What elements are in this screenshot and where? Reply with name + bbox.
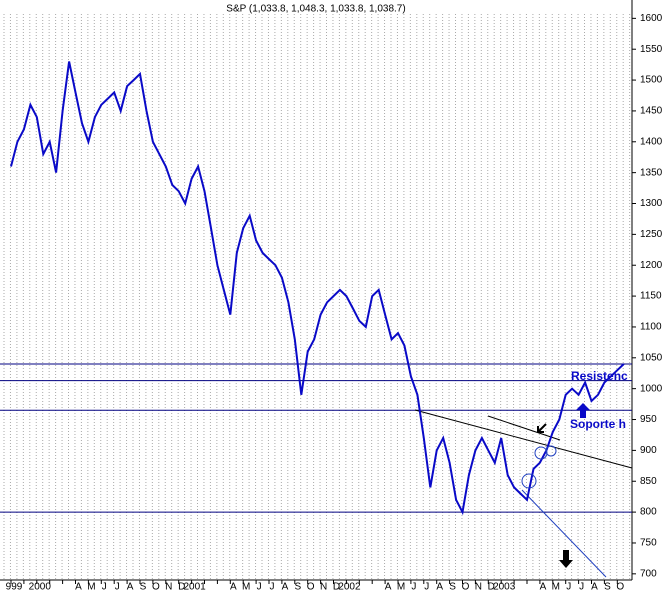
- x-tick-label: J: [270, 582, 275, 592]
- y-tick-label: 1400: [640, 136, 663, 147]
- x-tick-label: M: [397, 582, 405, 592]
- y-tick-label: 850: [640, 476, 657, 487]
- x-tick-label: N: [165, 582, 172, 592]
- x-tick-label: S: [140, 582, 147, 592]
- x-tick-label: S: [449, 582, 456, 592]
- grid: [3, 14, 631, 580]
- x-tick-label: J: [424, 582, 429, 592]
- arrow: [559, 550, 573, 568]
- chart-title: S&P (1,033.8, 1,048.3, 1,033.8, 1,038.7): [226, 4, 405, 15]
- y-tick-label: 1450: [640, 106, 663, 117]
- x-tick-label: O: [152, 582, 160, 592]
- y-tick-label: 1250: [640, 229, 663, 240]
- y-tick-label: 950: [640, 414, 657, 425]
- x-tick-label: J: [579, 582, 584, 592]
- x-tick-label: 2003: [493, 582, 516, 592]
- x-tick-label: J: [102, 582, 107, 592]
- trend-line: [414, 409, 633, 469]
- x-tick-label: J: [115, 582, 120, 592]
- x-tick-label: 2001: [183, 582, 206, 592]
- x-tick-label: J: [566, 582, 571, 592]
- x-tick-label: D: [178, 582, 185, 592]
- arrow: [537, 423, 547, 433]
- x-tick-label: A: [385, 582, 392, 592]
- x-tick-label: M: [242, 582, 250, 592]
- y-tick-label: 1350: [640, 167, 663, 178]
- y-tick-label: 1200: [640, 260, 663, 271]
- x-tick-label: N: [320, 582, 327, 592]
- x-tick-label: O: [307, 582, 315, 592]
- x-tick-label: 2000: [29, 582, 52, 592]
- y-tick-label: 1300: [640, 198, 663, 209]
- arrow: [576, 403, 590, 418]
- x-tick-label: A: [230, 582, 237, 592]
- y-tick-label: 1500: [640, 75, 663, 86]
- circle-marker: [521, 473, 537, 489]
- trend-line: [521, 489, 607, 578]
- y-tick-label: 900: [640, 445, 657, 456]
- x-tick-label: J: [257, 582, 262, 592]
- y-tick-label: 1000: [640, 383, 663, 394]
- trend-line: [487, 415, 561, 441]
- annotation: Resistenc: [571, 369, 628, 383]
- x-tick-label: A: [75, 582, 82, 592]
- x-tick-label: A: [591, 582, 598, 592]
- x-tick-label: S: [604, 582, 611, 592]
- x-tick-label: M: [552, 582, 560, 592]
- x-tick-label: N: [475, 582, 482, 592]
- y-tick-label: 750: [640, 538, 657, 549]
- y-tick-label: 1550: [640, 44, 663, 55]
- x-tick-label: O: [616, 582, 624, 592]
- y-tick-label: 1150: [640, 291, 662, 302]
- x-tick-label: 999: [6, 582, 23, 592]
- circle-marker: [545, 445, 557, 457]
- annotation: Soporte h: [570, 417, 626, 431]
- y-tick-label: 700: [640, 568, 657, 579]
- x-tick-label: J: [411, 582, 416, 592]
- y-tick-label: 1100: [640, 322, 662, 333]
- x-tick-label: 2002: [338, 582, 361, 592]
- y-tick-label: 1600: [640, 13, 663, 24]
- circle-marker: [534, 446, 548, 460]
- x-tick-label: M: [87, 582, 95, 592]
- price-line: [10, 61, 625, 516]
- y-tick-label: 800: [640, 507, 657, 518]
- x-tick-label: S: [294, 582, 301, 592]
- x-tick-label: D: [488, 582, 495, 592]
- y-tick-label: 1050: [640, 352, 663, 363]
- x-tick-label: A: [436, 582, 443, 592]
- x-tick-label: A: [282, 582, 289, 592]
- x-tick-label: D: [333, 582, 340, 592]
- x-tick-label: A: [540, 582, 547, 592]
- x-tick-label: O: [462, 582, 470, 592]
- x-tick-label: A: [127, 582, 134, 592]
